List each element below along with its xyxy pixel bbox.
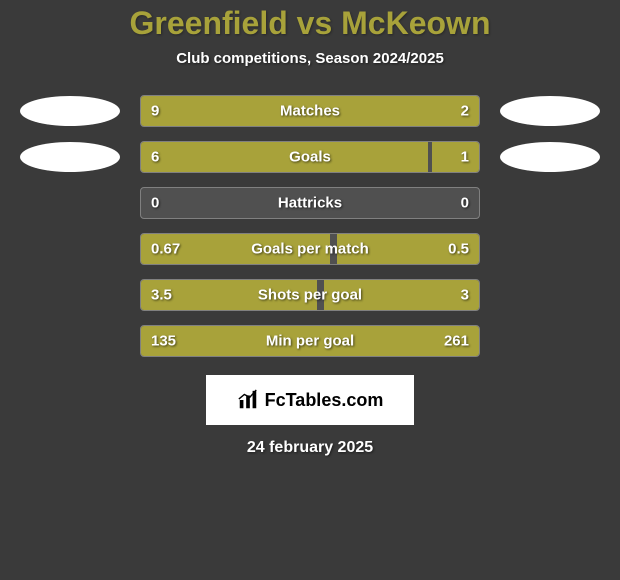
stat-bar: 3.5 Shots per goal 3 — [140, 279, 480, 311]
stat-label: Goals per match — [251, 241, 369, 258]
avatar-placeholder — [20, 234, 120, 264]
stat-bar-left-fill — [141, 96, 405, 126]
stat-value-right: 261 — [444, 333, 469, 350]
stat-value-right: 0 — [461, 195, 469, 212]
stat-bar: 6 Goals 1 — [140, 141, 480, 173]
stat-bar: 9 Matches 2 — [140, 95, 480, 127]
stat-bar: 0.67 Goals per match 0.5 — [140, 233, 480, 265]
avatar-placeholder — [500, 326, 600, 356]
stat-row: 9 Matches 2 — [0, 95, 620, 127]
comparison-title: Greenfield vs McKeown — [130, 5, 491, 42]
stat-value-left: 6 — [151, 149, 159, 166]
stat-value-right: 2 — [461, 103, 469, 120]
site-logo: FcTables.com — [206, 375, 414, 425]
stat-value-left: 9 — [151, 103, 159, 120]
avatar-placeholder — [20, 280, 120, 310]
logo-text: FcTables.com — [265, 390, 384, 411]
player-avatar-left — [20, 142, 120, 172]
stat-row: 135 Min per goal 261 — [0, 325, 620, 357]
stat-value-right: 3 — [461, 287, 469, 304]
chart-icon — [237, 389, 259, 411]
stat-row: 0 Hattricks 0 — [0, 187, 620, 219]
stat-label: Min per goal — [266, 333, 354, 350]
player-avatar-left — [20, 96, 120, 126]
avatar-placeholder — [20, 188, 120, 218]
avatar-placeholder — [500, 234, 600, 264]
stat-bar: 0 Hattricks 0 — [140, 187, 480, 219]
avatar-placeholder — [500, 280, 600, 310]
stat-bar-right-fill — [432, 142, 479, 172]
stat-row: 0.67 Goals per match 0.5 — [0, 233, 620, 265]
stat-value-right: 0.5 — [448, 241, 469, 258]
player-avatar-right — [500, 142, 600, 172]
player-avatar-right — [500, 96, 600, 126]
comparison-subtitle: Club competitions, Season 2024/2025 — [176, 50, 444, 67]
stats-container: 9 Matches 2 6 Goals 1 0 Hattricks 0 0.67 Goals per… — [0, 95, 620, 357]
stat-label: Goals — [289, 149, 331, 166]
stat-bar: 135 Min per goal 261 — [140, 325, 480, 357]
avatar-placeholder — [500, 188, 600, 218]
stat-label: Matches — [280, 103, 340, 120]
stat-value-left: 0 — [151, 195, 159, 212]
stat-value-left: 3.5 — [151, 287, 172, 304]
stat-value-left: 0.67 — [151, 241, 180, 258]
stat-label: Hattricks — [278, 195, 342, 212]
stat-row: 6 Goals 1 — [0, 141, 620, 173]
stat-label: Shots per goal — [258, 287, 362, 304]
stat-value-right: 1 — [461, 149, 469, 166]
comparison-date: 24 february 2025 — [247, 439, 373, 457]
stat-value-left: 135 — [151, 333, 176, 350]
avatar-placeholder — [20, 326, 120, 356]
stat-row: 3.5 Shots per goal 3 — [0, 279, 620, 311]
stat-bar-left-fill — [141, 142, 428, 172]
